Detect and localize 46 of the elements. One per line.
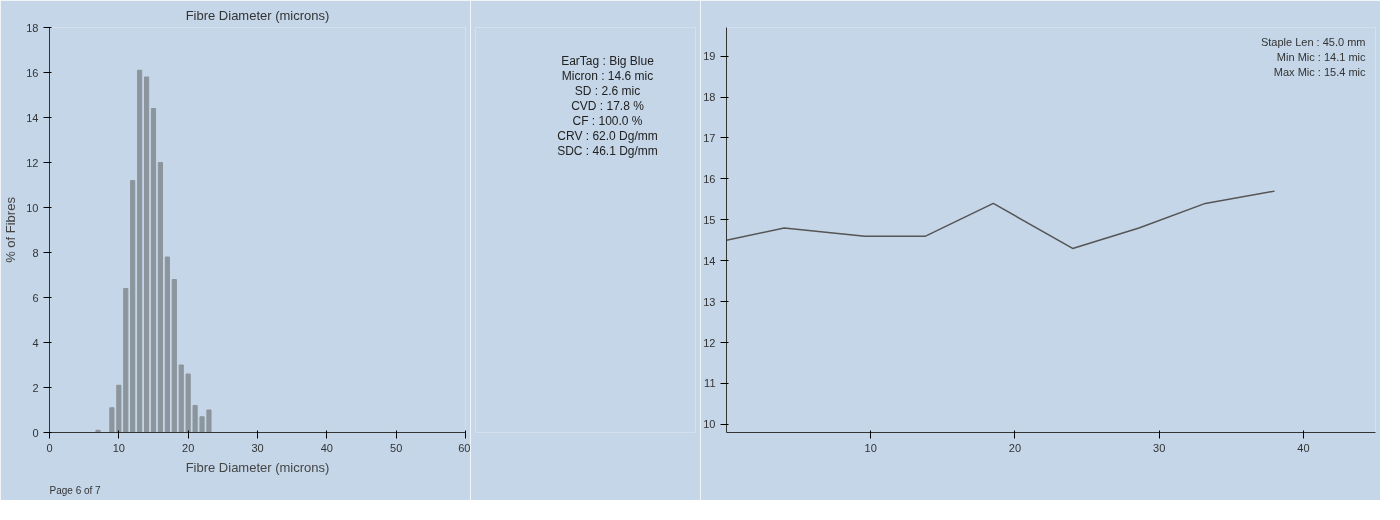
y-tick-label: 14 [703, 254, 716, 267]
y-tick-label: 14 [26, 111, 39, 124]
x-axis-title: Fibre Diameter (microns) [185, 459, 330, 475]
y-tick-label: 15 [703, 213, 716, 226]
y-tick-label: 13 [703, 295, 716, 308]
y-axis-title: % of Fibres [3, 196, 19, 263]
y-tick-label: 10 [26, 201, 39, 214]
x-tick-label: 30 [251, 441, 264, 454]
x-tick-label: 60 [458, 441, 471, 454]
x-tick-label: 10 [864, 441, 877, 454]
y-tick-label: 6 [32, 291, 39, 304]
text: Page 6 of 7 [49, 484, 102, 496]
y-tick-label: 2 [32, 381, 39, 394]
y-tick-label: 8 [32, 246, 39, 259]
y-tick-label: 11 [704, 377, 716, 390]
y-tick-label: 17 [703, 131, 716, 144]
text: CRV : 62.0 Dg/mm [557, 129, 658, 143]
text: Fibre Diameter (microns) [185, 7, 330, 23]
annotation: Staple Len : 45.0 mm [1260, 35, 1366, 48]
y-tick-label: 12 [703, 336, 716, 349]
text: CF : 100.0 % [572, 114, 643, 128]
annotation: Max Mic : 15.4 mic [1273, 65, 1366, 78]
text: SDC : 46.1 Dg/mm [557, 144, 658, 158]
x-tick-label: 40 [320, 441, 333, 454]
y-tick-label: 12 [26, 156, 39, 169]
text: CVD : 17.8 % [571, 99, 645, 113]
y-tick-label: 16 [703, 172, 716, 185]
y-tick-label: 19 [703, 50, 716, 63]
y-tick-label: 10 [703, 418, 716, 431]
y-tick-label: 16 [26, 66, 39, 79]
x-tick-label: 30 [1153, 441, 1166, 454]
y-tick-label: 0 [32, 426, 39, 439]
x-tick-label: 20 [182, 441, 195, 454]
x-tick-label: 50 [390, 441, 403, 454]
y-tick-label: 18 [26, 21, 39, 34]
y-tick-label: 18 [703, 91, 716, 104]
text: SD : 2.6 mic [574, 84, 641, 98]
line-series [726, 190, 1276, 250]
text: Micron : 14.6 mic [561, 69, 654, 83]
x-tick-label: 40 [1297, 441, 1310, 454]
x-tick-label: 0 [46, 441, 53, 454]
x-tick-label: 20 [1008, 441, 1022, 454]
annotation: Min Mic : 14.1 mic [1276, 50, 1366, 63]
x-tick-label: 10 [112, 441, 125, 454]
y-tick-label: 4 [32, 336, 39, 349]
text: EarTag : Big Blue [561, 54, 655, 68]
